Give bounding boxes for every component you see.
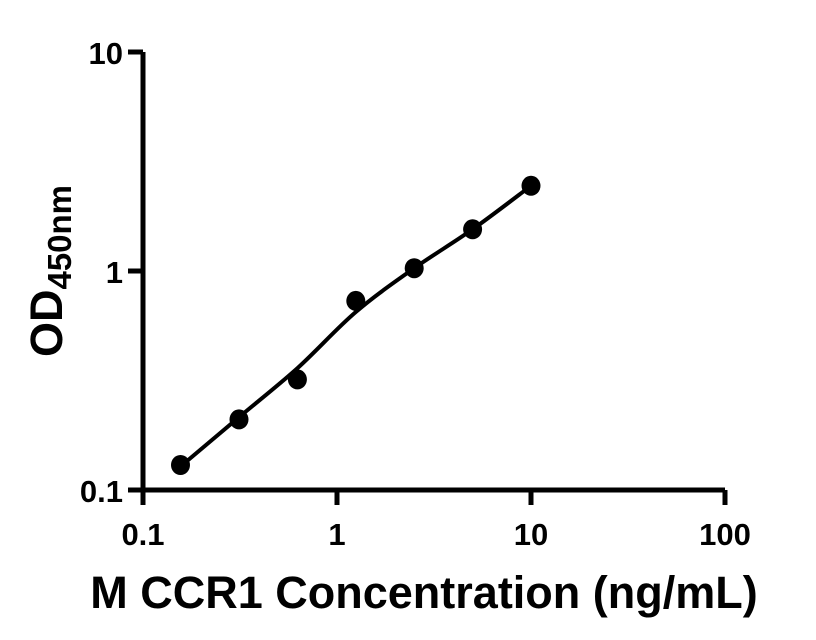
data-point <box>287 369 307 390</box>
y-tick-label: 1 <box>106 255 123 290</box>
data-point <box>346 290 366 311</box>
points-layer <box>171 175 541 475</box>
x-tick-label: 10 <box>514 517 548 552</box>
y-axis-title-main: OD <box>21 290 72 358</box>
x-axis-title: M CCR1 Concentration (ng/mL) <box>90 567 757 618</box>
data-point <box>521 175 541 196</box>
y-axis-title: OD450nm <box>21 185 78 357</box>
data-point <box>404 258 424 279</box>
y-axis-title-subscript: 450nm <box>41 185 78 290</box>
ticks-layer: 0.1 1 10 100 10 1 0.1 <box>80 36 751 552</box>
x-tick-label: 0.1 <box>121 517 164 552</box>
x-tick-label: 1 <box>328 517 345 552</box>
data-point <box>229 409 249 430</box>
y-tick-label: 10 <box>89 36 123 71</box>
y-tick-label: 0.1 <box>80 474 123 509</box>
data-point <box>463 219 483 240</box>
data-point <box>171 455 190 475</box>
x-tick-label: 100 <box>699 517 751 552</box>
